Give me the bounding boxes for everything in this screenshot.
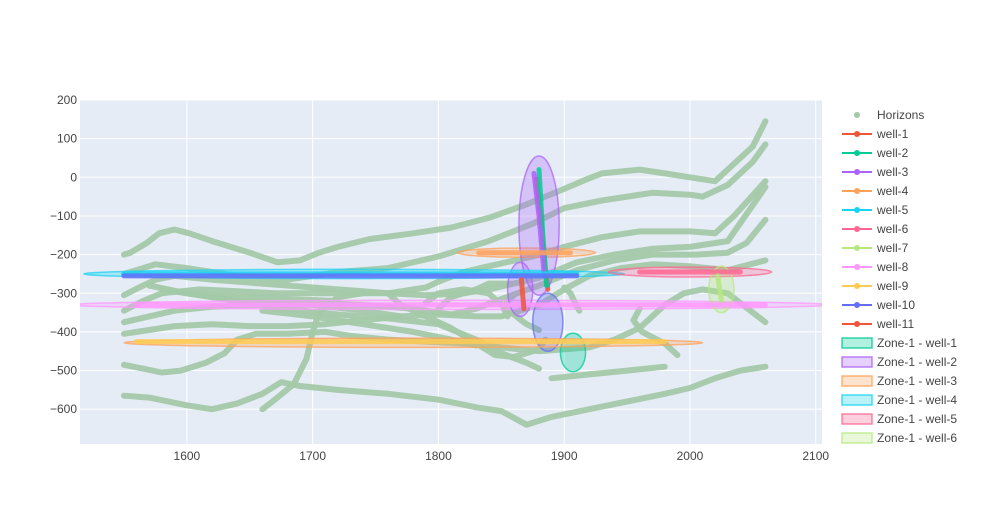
legend-marker	[854, 283, 860, 289]
legend-item[interactable]: well-9	[842, 279, 909, 293]
legend-item[interactable]: well-10	[842, 298, 915, 312]
legend-item[interactable]: Zone-1 - well-5	[841, 412, 957, 426]
legend-item[interactable]: well-8	[842, 260, 909, 274]
wells	[121, 167, 768, 345]
legend-label: well-10	[876, 298, 915, 312]
well-line	[715, 273, 724, 304]
legend-item[interactable]: Zone-1 - well-6	[841, 431, 957, 445]
legend-item[interactable]: well-2	[842, 146, 909, 160]
y-tick-label: −300	[50, 286, 77, 300]
legend-item[interactable]: well-3	[842, 165, 909, 179]
legend-item[interactable]: Zone-1 - well-4	[841, 393, 957, 407]
legend-label: well-6	[876, 222, 909, 236]
legend-item[interactable]: well-4	[842, 184, 909, 198]
y-tick-label: −400	[50, 325, 77, 339]
legend-item[interactable]: well-7	[842, 241, 909, 255]
legend-label: Zone-1 - well-3	[877, 374, 957, 388]
horizon-line	[121, 257, 769, 337]
legend-swatch	[841, 375, 873, 387]
x-tick-label: 1900	[551, 449, 578, 463]
horizon-line	[548, 363, 668, 382]
well-line	[518, 277, 527, 312]
legend-swatch	[841, 337, 873, 349]
x-tick-label: 2100	[802, 449, 829, 463]
horizon-line	[422, 286, 542, 333]
horizon-line	[121, 118, 769, 266]
legend-marker	[854, 150, 860, 156]
x-tick-label: 1600	[174, 449, 201, 463]
horizon-line	[121, 184, 769, 314]
legend-label: well-7	[876, 241, 909, 255]
horizon-line	[121, 141, 769, 283]
legend-label: Zone-1 - well-4	[877, 393, 957, 407]
y-tick-label: −200	[50, 248, 77, 262]
y-tick-label: 200	[57, 93, 77, 107]
legend-item[interactable]: well-6	[842, 222, 909, 236]
legend-swatch	[841, 394, 873, 406]
legend-label: Horizons	[877, 108, 924, 122]
legend-item[interactable]: well-5	[842, 203, 909, 217]
legend-item[interactable]: Zone-1 - well-3	[841, 374, 957, 388]
x-tick-label: 2000	[677, 449, 704, 463]
legend: Horizons well-1 well-2 well-3 well-4 well-5 we…	[841, 108, 957, 445]
x-tick-label: 1800	[425, 449, 452, 463]
legend-marker	[854, 321, 860, 327]
legend-item[interactable]: Zone-1 - well-1	[841, 336, 957, 350]
legend-label: well-1	[876, 127, 909, 141]
legend-swatch	[841, 413, 873, 425]
legend-label: well-3	[876, 165, 909, 179]
legend-marker	[854, 188, 860, 194]
legend-label: well-9	[876, 279, 909, 293]
legend-label: Zone-1 - well-1	[877, 336, 957, 350]
legend-marker	[854, 169, 860, 175]
legend-item[interactable]: well-1	[842, 127, 909, 141]
legend-marker	[854, 226, 860, 232]
zone-ellipse	[531, 292, 564, 352]
y-tick-label: −600	[50, 402, 77, 416]
legend-item[interactable]: Zone-1 - well-2	[841, 355, 957, 369]
legend-swatch	[841, 432, 873, 444]
tick-labels: 1600 1700 1800 1900 2000 2100 200 100 0 −100 −200 −…	[50, 93, 829, 463]
horizon-line	[630, 305, 681, 359]
legend-marker	[854, 264, 860, 270]
horizon-line	[435, 280, 515, 312]
legend-label: well-5	[876, 203, 909, 217]
legend-label: well-4	[876, 184, 909, 198]
legend-label: Zone-1 - well-5	[877, 412, 957, 426]
legend-marker	[854, 207, 860, 213]
plot-area[interactable]: 1600 1700 1800 1900 2000 2100 200 100 0 −100 −200 −…	[50, 93, 829, 463]
y-tick-label: 100	[57, 132, 77, 146]
y-tick-label: −500	[50, 364, 77, 378]
legend-label: well-2	[876, 146, 909, 160]
y-tick-label: 0	[70, 170, 77, 184]
legend-item[interactable]: Horizons	[854, 108, 924, 122]
legend-marker	[854, 112, 860, 118]
x-tick-label: 1700	[299, 449, 326, 463]
legend-label: Zone-1 - well-6	[877, 431, 957, 445]
legend-item[interactable]: well-11	[842, 317, 914, 331]
legend-swatch	[841, 356, 873, 368]
legend-marker	[854, 245, 860, 251]
legend-marker	[854, 302, 860, 308]
legend-marker	[854, 131, 860, 137]
y-tick-label: −100	[50, 209, 77, 223]
legend-label: well-11	[876, 317, 914, 331]
horizon-line	[121, 363, 769, 428]
legend-label: Zone-1 - well-2	[877, 355, 957, 369]
plot-content	[80, 118, 822, 428]
legend-label: well-8	[876, 260, 909, 274]
